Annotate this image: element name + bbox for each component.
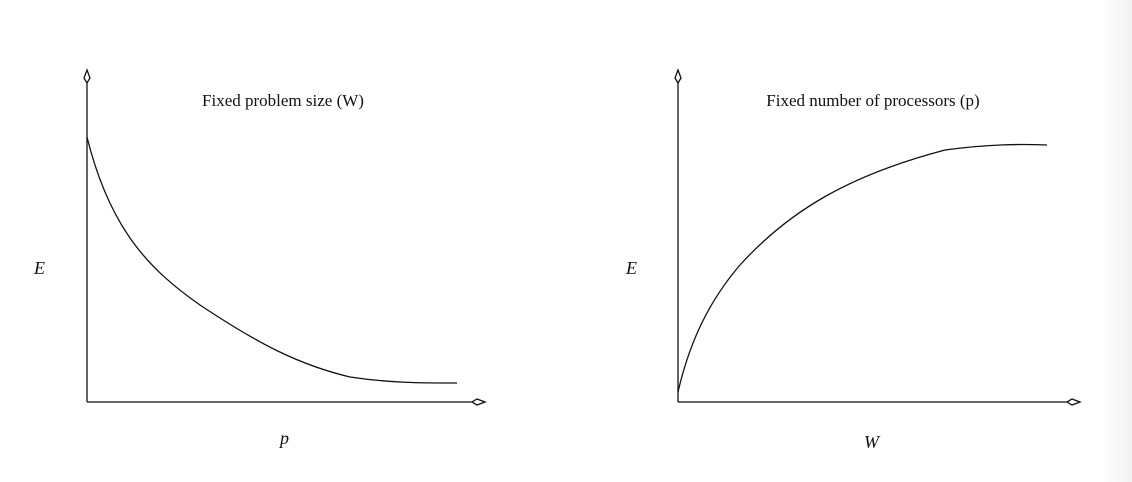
panel-fixed-processors [674,68,1082,406]
x-axis-label: p [278,428,289,448]
x-axis-arrow [1065,398,1082,406]
y-axis-arrow [674,68,682,85]
panel-title: Fixed number of processors (p) [766,91,979,110]
page-edge-shade [1102,0,1132,482]
y-axis-arrow [83,68,91,85]
y-axis-label: E [33,258,45,278]
x-axis-arrow [470,398,487,406]
efficiency-curve [86,136,458,384]
panel-title: Fixed problem size (W) [202,91,364,110]
x-axis-label: W [864,432,881,452]
efficiency-curve [677,143,1048,393]
panel-fixed-problem-size [83,68,487,406]
y-axis-label: E [625,258,637,278]
